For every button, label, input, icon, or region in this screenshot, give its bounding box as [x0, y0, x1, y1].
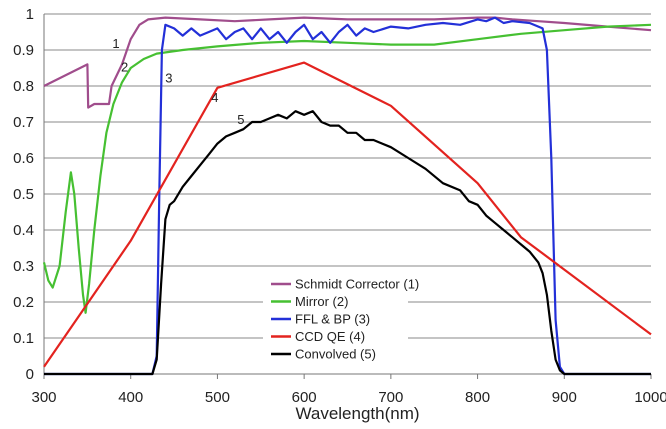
series-line-2	[42, 23, 652, 314]
series-lines	[42, 16, 652, 376]
series-line-1	[43, 16, 652, 109]
y-tick-label: 0.1	[13, 330, 34, 347]
x-tick-label: 300	[31, 389, 56, 406]
y-axis-ticks: 0 0.1 0.2 0.3 0.4 0.5 0.6 0.7 0.8 0.9 1	[13, 6, 34, 383]
series-annotation-4: 4	[211, 90, 218, 105]
y-tick-label: 0.4	[13, 222, 34, 239]
y-tick-label: 0.5	[13, 186, 34, 203]
series-annotation-3: 3	[165, 70, 172, 85]
x-tick-label: 900	[552, 389, 577, 406]
series-line-3	[44, 16, 651, 376]
x-axis-label: Wavelength(nm)	[295, 404, 419, 423]
y-tick-label: 0.2	[13, 294, 34, 311]
legend-label-4: CCD QE (4)	[295, 329, 365, 344]
gridlines	[44, 13, 651, 339]
x-tick-label: 800	[465, 389, 490, 406]
y-tick-label: 0.7	[13, 114, 34, 131]
legend-label-5: Convolved (5)	[295, 347, 376, 362]
y-tick-label: 0.9	[13, 42, 34, 59]
x-tick-label: 400	[118, 389, 143, 406]
x-tick-label: 500	[205, 389, 230, 406]
x-tick-label: 700	[378, 389, 403, 406]
x-tick-label: 600	[292, 389, 317, 406]
y-tick-label: 0.6	[13, 150, 34, 167]
series-annotations: 12 3 4 5	[112, 36, 244, 127]
y-tick-label: 1	[26, 6, 34, 23]
legend-label-2: Mirror (2)	[295, 294, 348, 309]
y-tick-label: 0.8	[13, 78, 34, 95]
series-line-5	[44, 110, 651, 376]
x-axis-ticks: 300 400 500 600 700 800 900 1000	[31, 374, 666, 406]
legend-label-3: FFL & BP (3)	[295, 312, 370, 327]
series-annotation-1: 1	[112, 36, 119, 51]
series-annotation-2: 2	[121, 60, 128, 75]
y-tick-label: 0	[26, 366, 34, 383]
legend: Schmidt Corrector (1) Mirror (2) FFL & BP …	[263, 272, 419, 364]
series-line-4	[43, 61, 652, 368]
series-annotation-5: 5	[237, 112, 244, 127]
legend-label-1: Schmidt Corrector (1)	[295, 277, 419, 292]
y-tick-label: 0.3	[13, 258, 34, 275]
x-tick-label: 1000	[634, 389, 666, 406]
